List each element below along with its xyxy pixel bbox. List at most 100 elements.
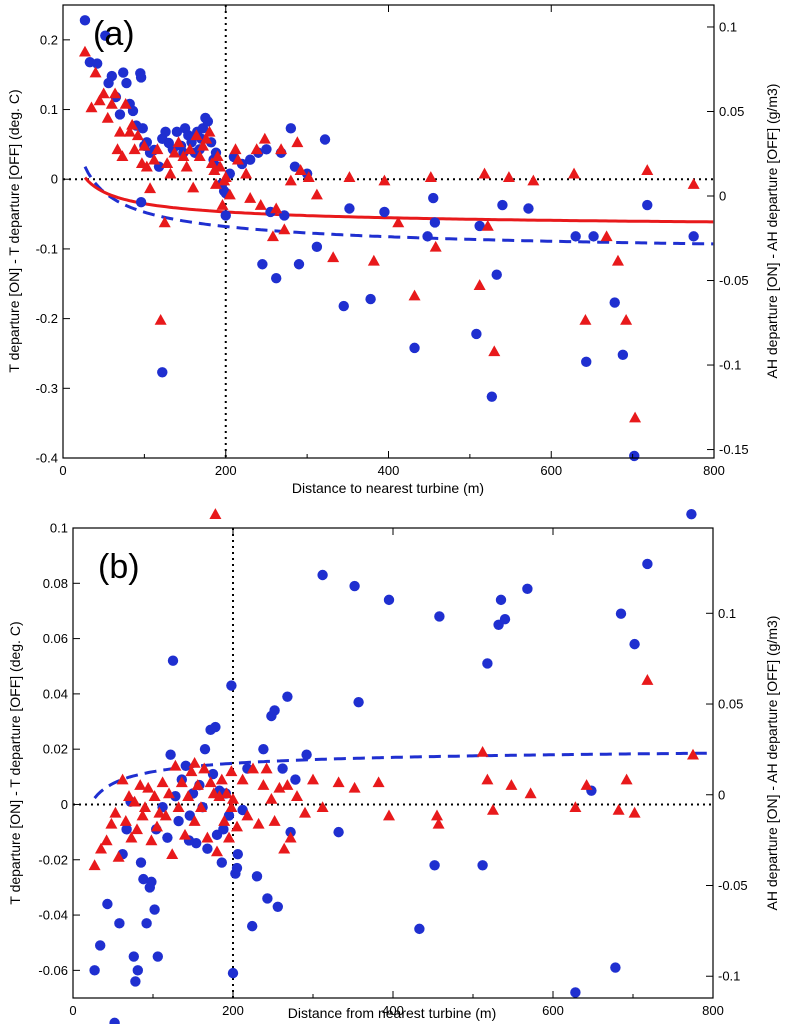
panel-b-x-tick-label: 400: [382, 1003, 404, 1018]
panel-b-circle-point-11: [135, 857, 147, 868]
panel-a-x-tick-label: 600: [540, 463, 562, 478]
panel-b-triangle-point-68: [432, 817, 445, 829]
panel-b-circle-point-33: [202, 843, 213, 854]
panel-b-circle-point-78: [615, 608, 627, 619]
panel-a-circle-point-73: [497, 199, 508, 211]
panel-a-triangle-point-22: [154, 314, 167, 325]
panel-a-circle-point-5: [106, 70, 118, 82]
panel-a-circle-point-22: [160, 126, 171, 138]
panel-b-triangle-point-23: [166, 848, 179, 860]
panel-b-triangle-point-34: [201, 831, 214, 843]
panel-b-y2-tick-label: 0: [718, 787, 725, 802]
panel-b-circle-point-23: [170, 790, 181, 802]
panel-b-triangle-point-73: [524, 787, 537, 799]
panel-a-label: (a): [93, 15, 135, 53]
panel-a-circle-point-56: [289, 161, 301, 172]
panel-a-y-tick-label: 0: [51, 172, 58, 187]
panel-a-circle-point-55: [285, 123, 297, 134]
panel-a-triangle-point-53: [266, 230, 279, 242]
panel-a-triangle-point-58: [291, 136, 304, 148]
panel-b-triangle-point-82: [225, 765, 238, 777]
panel-a-triangle-point-34: [196, 139, 209, 151]
panel-b-triangle-point-79: [641, 674, 654, 685]
panel-b-circle-point-75: [570, 987, 581, 998]
panel-a-triangle-point-45: [219, 171, 232, 182]
panel-a-triangle-point-80: [629, 411, 642, 423]
panel-b-circle-point-46: [232, 849, 243, 860]
panel-b-circle-point-10: [132, 965, 143, 976]
panel-a-circle-point-72: [491, 269, 502, 280]
panel-a-triangle-point-7: [109, 87, 122, 99]
panel-a-x-tick-label: 0: [59, 463, 66, 478]
panel-b-circle-point-39: [216, 857, 227, 868]
panel-b-circle-point-60: [301, 749, 312, 760]
panel-b-triangle-point-16: [145, 834, 158, 846]
panel-a-triangle-point-11: [119, 97, 132, 109]
panel-b-triangle-point-35: [204, 776, 217, 788]
panel-a-triangle-point-15: [131, 129, 144, 141]
panel-a-triangle-point-31: [187, 181, 200, 193]
panel-b-triangle-point-40: [215, 773, 228, 785]
panel-b-circle-point-22: [167, 655, 179, 666]
panel-a-triangle-point-49: [244, 192, 257, 203]
panel-a-triangle-point-48: [240, 167, 253, 179]
panel-b-triangle-point-37: [209, 508, 222, 519]
panel-a-reference-lines: [63, 5, 714, 458]
panel-b-circle-point-2: [102, 898, 113, 910]
panel-a-triangle-point-75: [568, 167, 581, 179]
panel-b-triangle-point-28: [182, 790, 195, 801]
panel-b-triangle-point-66: [383, 809, 395, 821]
panel-a-triangle-point-63: [343, 171, 356, 182]
panel-b-triangle-point-20: [156, 776, 169, 788]
panel-b-triangle-point-0: [88, 859, 101, 871]
panel-b-triangle-point-64: [348, 781, 361, 793]
panel-b-circle-point-68: [434, 611, 445, 622]
panel-b-triangle-point-29: [185, 765, 198, 777]
panel-a-circle-point-83: [135, 197, 147, 208]
panel-a-y2-axis-title: AH departure [ON] - AH departure [OFF] (…: [764, 84, 780, 379]
panel-b-circle-point-1: [95, 940, 106, 951]
panel-a-circle-point-50: [261, 144, 272, 155]
panel-a-circle-point-81: [642, 199, 653, 211]
panel-b-triangle-point-26: [175, 776, 188, 788]
panel-a-x-tick-label: 400: [378, 463, 400, 478]
panel-a-y2-axis-ticks: -0.15 -0.1 -0.05 0 0.05 0.1: [707, 19, 749, 457]
panel-b-circle-point-64: [353, 696, 364, 708]
panel-a-circle-point-76: [581, 356, 592, 368]
panel-a-triangle-point-66: [408, 289, 421, 301]
panel-b-triangle-point-69: [476, 745, 489, 757]
panel-b-y2-tick-label: -0.1: [718, 969, 740, 984]
panel-a-triangle-point-50: [250, 143, 263, 155]
panel-b-triangle-point-4: [109, 806, 122, 818]
panel-a-circle-point-9: [121, 77, 132, 89]
panel-a-triangle-point-3: [93, 94, 106, 106]
panel-b-circle-point-24: [173, 815, 184, 827]
panel-a-circle-point-59: [311, 241, 323, 253]
panel-b-circle-point-21: [165, 749, 176, 760]
panel-a-triangle-point-69: [473, 279, 486, 290]
panel-a-circle-point-2: [91, 58, 103, 69]
panel-a-triangle-point-46: [223, 188, 236, 200]
panel-b-triangle-point-63: [332, 776, 345, 788]
panel-a-triangle-point-72: [488, 345, 501, 357]
panel-a-triangle-point-77: [600, 230, 613, 242]
panel-b-triangle-point-80: [687, 748, 699, 760]
panel-b-y-axis-title: T departure [ON] - T departure [OFF] (de…: [7, 621, 23, 904]
panel-b-circle-point-66: [414, 923, 425, 935]
panel-a-triangle-point-2: [89, 66, 102, 78]
panel-a-triangle-point-82: [687, 178, 700, 189]
panel-a-triangle-point-67: [424, 171, 437, 182]
panel-b-triangle-point-74: [569, 801, 582, 813]
panel-b-triangle-point-62: [316, 801, 329, 813]
panel-a-circle-point-25: [171, 126, 183, 138]
panel-b-y2-axis-ticks: -0.1 -0.05 0 0.05 0.1: [706, 606, 748, 984]
panel-b-circle-point-12: [138, 873, 149, 885]
panel-a-triangle-point-32: [190, 129, 203, 141]
panel-b-triangle-point-75: [580, 779, 593, 790]
panel-b-y-tick-label: 0.02: [43, 742, 68, 757]
panel-b-triangle-point-59: [291, 790, 303, 801]
panel-b-triangle-point-76: [612, 804, 625, 815]
panel-b-y-tick-label: 0.04: [43, 686, 68, 701]
panel-b-triangle-point-49: [247, 762, 259, 774]
